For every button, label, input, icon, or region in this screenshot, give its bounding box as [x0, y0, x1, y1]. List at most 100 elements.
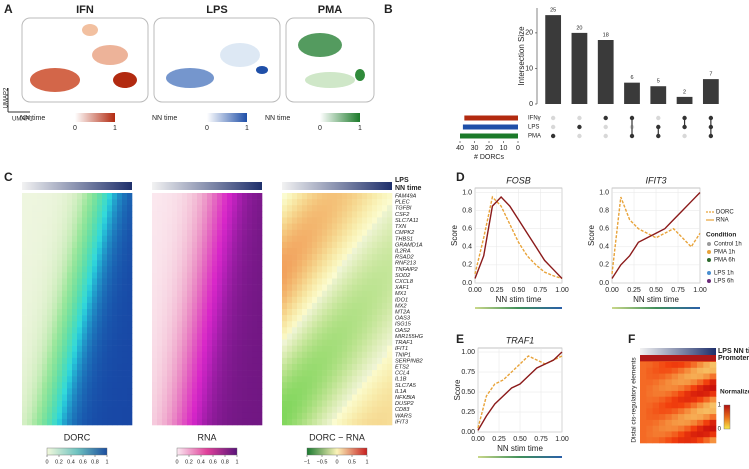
- heatmap-cell: [212, 327, 218, 334]
- heatmap-cell: [192, 205, 198, 212]
- umap-cluster: [113, 72, 137, 88]
- heatmap-cell: [122, 290, 128, 298]
- heatmap-cell: [177, 211, 183, 218]
- heatmap-cell: [107, 217, 113, 224]
- heatmap-cell: [322, 211, 328, 218]
- heatmap-cell: [167, 254, 173, 261]
- heatmap-cell: [97, 370, 103, 377]
- heatmap-cell: [177, 357, 183, 365]
- heatmap-cell: [122, 272, 128, 279]
- heatmap-cell: [367, 321, 373, 328]
- heatmap-cell: [202, 199, 208, 206]
- heatmap-cell: [162, 315, 168, 322]
- heatmap-cell: [67, 376, 73, 383]
- heatmap-cell: [112, 223, 118, 230]
- heatmap-cell: [659, 396, 666, 403]
- heatmap-cell: [232, 229, 238, 237]
- heatmap-cell: [92, 211, 98, 218]
- heatmap-cell: [352, 376, 358, 383]
- heatmap-cell: [102, 382, 108, 389]
- heatmap-cell: [387, 345, 393, 353]
- heatmap-cell: [292, 309, 298, 316]
- heatmap-cell: [387, 370, 393, 377]
- heatmap-cell: [67, 290, 73, 298]
- colorbar: [46, 447, 108, 456]
- heatmap-cell: [287, 290, 293, 298]
- heatmap-cell: [367, 254, 373, 261]
- x-tick-label: 0.25: [627, 287, 641, 294]
- heatmap-cell: [646, 402, 653, 409]
- heatmap-cell: [337, 284, 343, 291]
- heatmap-cell: [82, 363, 88, 371]
- heatmap-cell: [242, 302, 248, 310]
- heatmap-cell: [312, 254, 318, 261]
- heatmap-cell: [197, 217, 203, 224]
- heatmap-cell: [382, 339, 388, 346]
- heatmap-cell: [77, 418, 83, 426]
- heatmap-cell: [703, 414, 710, 421]
- heatmap-cell: [27, 327, 33, 334]
- heatmap-cell: [182, 315, 188, 322]
- gene-label: OAS3: [395, 316, 411, 322]
- heatmap-cell: [182, 193, 188, 200]
- heatmap-cell: [67, 388, 73, 395]
- heatmap-cell: [387, 296, 393, 304]
- heatmap-cell: [197, 260, 203, 267]
- heatmap-cell: [232, 363, 238, 371]
- heatmap-cell: [72, 266, 78, 273]
- heatmap-cell: [367, 247, 373, 255]
- heatmap-cell: [257, 363, 263, 371]
- heatmap-cell: [127, 370, 133, 377]
- heatmap-cell: [172, 382, 178, 389]
- heatmap-cell: [317, 357, 323, 365]
- heatmap-cell: [312, 205, 318, 212]
- heatmap-cell: [177, 333, 183, 340]
- heatmap-cell: [197, 351, 203, 359]
- heatmap-cell: [352, 205, 358, 212]
- heatmap-cell: [347, 217, 353, 224]
- heatmap-cell: [372, 363, 378, 371]
- heatmap-cell: [709, 419, 717, 426]
- heatmap-cell: [97, 339, 103, 346]
- heatmap-cell: [307, 406, 313, 414]
- heatmap-cell: [317, 247, 323, 255]
- heatmap-cell: [197, 284, 203, 291]
- heatmap-cell: [322, 254, 328, 261]
- heatmap-cell: [187, 199, 193, 206]
- heatmap-cell: [187, 327, 193, 334]
- heatmap-cell: [357, 339, 363, 346]
- heatmap-cell: [217, 321, 223, 328]
- heatmap-cell: [57, 418, 63, 426]
- heatmap-cell: [317, 321, 323, 328]
- heatmap-cell: [357, 193, 363, 200]
- heatmap-cell: [297, 260, 303, 267]
- heatmap-cell: [342, 345, 348, 353]
- heatmap-cell: [282, 205, 288, 212]
- heatmap-cell: [217, 376, 223, 383]
- heatmap-cell: [152, 211, 158, 218]
- time-strip: [478, 456, 562, 458]
- heatmap-cell: [242, 217, 248, 224]
- heatmap-cell: [302, 193, 308, 200]
- heatmap-cell: [332, 327, 338, 334]
- heatmap-cell: [640, 390, 647, 398]
- heatmap-cell: [257, 321, 263, 328]
- heatmap-cell: [307, 370, 313, 377]
- heatmap-cell: [27, 315, 33, 322]
- heatmap-cell: [212, 217, 218, 224]
- y-tick-label: 0.6: [599, 226, 609, 233]
- heatmap-cell: [67, 235, 73, 243]
- heatmap-cell: [217, 193, 223, 200]
- heatmap-cell: [332, 339, 338, 346]
- heatmap-cell: [57, 266, 63, 273]
- heatmap-cell: [292, 193, 298, 200]
- heatmap-cell: [42, 223, 48, 230]
- heatmap-cell: [297, 376, 303, 383]
- heatmap-cell: [367, 351, 373, 359]
- heatmap-cell: [257, 345, 263, 353]
- heatmap-cell: [322, 327, 328, 334]
- heatmap-cell: [317, 412, 323, 420]
- heatmap-cell: [47, 211, 53, 218]
- heatmap-cell: [352, 394, 358, 401]
- heatmap-cell: [247, 211, 253, 218]
